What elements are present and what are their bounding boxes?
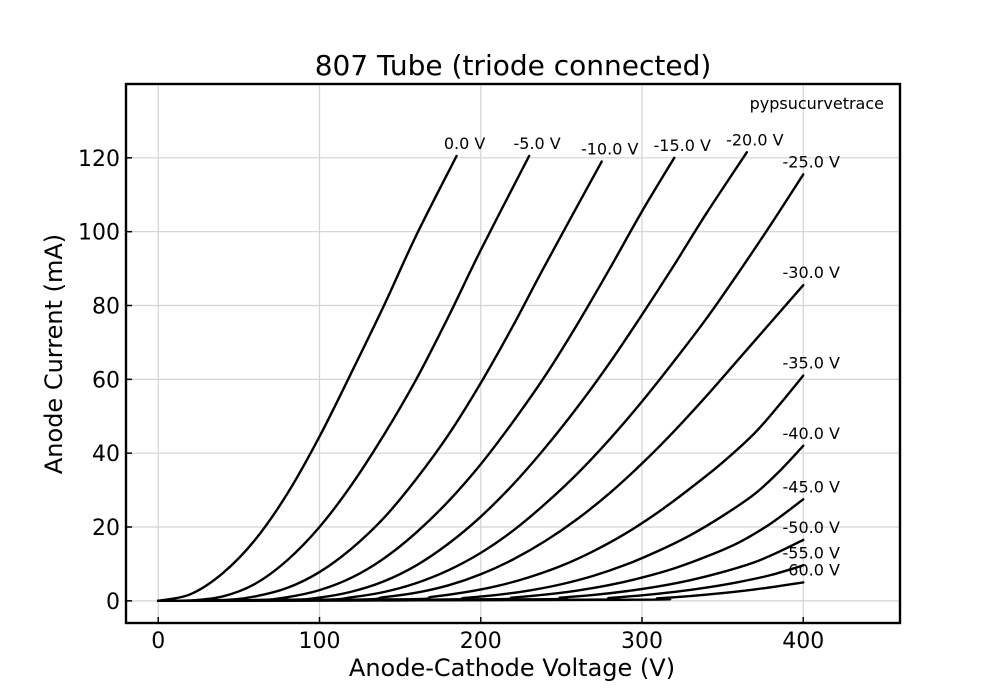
curve-label: -30.0 V — [783, 263, 840, 282]
plot-frame — [124, 82, 902, 625]
x-tick-label: 0 — [151, 629, 165, 654]
curve-label: -50.0 V — [783, 518, 840, 537]
x-axis-label: Anode-Cathode Voltage (V) — [349, 654, 675, 682]
curve-label: -45.0 V — [783, 477, 840, 496]
grid-voltage-curve — [157, 151, 749, 603]
chart-title: 807 Tube (triode connected) — [315, 49, 712, 82]
grid-voltage-curve — [157, 284, 805, 603]
y-tick-label: 80 — [92, 295, 120, 320]
curve-labels: 0.0 V -5.0 V -10.0 V -15.0 V -20.0 V-25.0 V -… — [444, 130, 840, 579]
curve-label: -60.0 V — [783, 560, 840, 579]
curve-label: -40.0 V — [783, 424, 840, 443]
x-tick-label: 200 — [460, 629, 502, 654]
curve-label: 0.0 V — [444, 134, 486, 153]
y-tick-label: 40 — [92, 442, 120, 467]
curve-label: -5.0 V — [514, 134, 561, 153]
grid-voltage-curve — [157, 154, 458, 603]
grid-voltage-curve — [157, 160, 603, 603]
grid-lines — [126, 84, 900, 623]
curve-label: -15.0 V — [654, 136, 711, 155]
curve-label: -25.0 V — [783, 152, 840, 171]
grid-voltage-curve — [157, 156, 676, 603]
y-tick-label: 60 — [92, 368, 120, 393]
grid-voltage-curve — [157, 374, 805, 603]
y-tick-label: 20 — [92, 516, 120, 541]
curve-label: -10.0 V — [581, 140, 638, 159]
curve-label: -55.0 V — [783, 543, 840, 562]
grid-voltage-curve — [157, 581, 805, 603]
x-tick-label: 100 — [299, 629, 341, 654]
y-tick-label: 100 — [78, 221, 120, 246]
x-tick-label: 400 — [782, 629, 824, 654]
axis-ticks: 0 100 200 300 400 0 20 40 60 80 100 120 — [78, 147, 824, 654]
y-axis-label: Anode Current (mA) — [40, 234, 68, 474]
y-tick-label: 120 — [78, 147, 120, 172]
watermark-text: pypsucurvetrace — [750, 94, 884, 113]
grid-voltage-curve — [157, 173, 805, 603]
plot-curves — [157, 151, 805, 603]
grid-voltage-curve — [157, 154, 531, 603]
curve-label: -20.0 V — [726, 130, 783, 149]
x-tick-label: 300 — [621, 629, 663, 654]
curve-label: -35.0 V — [783, 354, 840, 373]
y-tick-label: 0 — [106, 590, 120, 615]
